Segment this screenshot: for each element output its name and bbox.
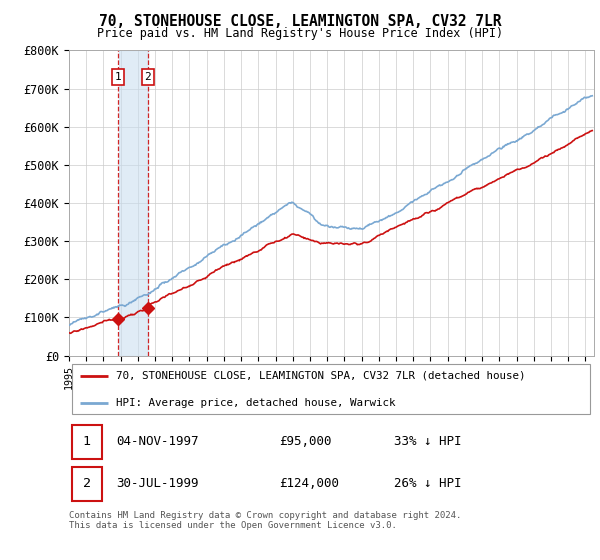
Text: 04-NOV-1997: 04-NOV-1997 (116, 435, 199, 449)
Text: £124,000: £124,000 (279, 477, 339, 491)
Text: Price paid vs. HM Land Registry's House Price Index (HPI): Price paid vs. HM Land Registry's House … (97, 27, 503, 40)
Text: 70, STONEHOUSE CLOSE, LEAMINGTON SPA, CV32 7LR (detached house): 70, STONEHOUSE CLOSE, LEAMINGTON SPA, CV… (116, 371, 526, 381)
FancyBboxPatch shape (71, 425, 102, 459)
Text: 26% ↓ HPI: 26% ↓ HPI (395, 477, 462, 491)
FancyBboxPatch shape (71, 467, 102, 501)
Text: 70, STONEHOUSE CLOSE, LEAMINGTON SPA, CV32 7LR: 70, STONEHOUSE CLOSE, LEAMINGTON SPA, CV… (99, 14, 501, 29)
Text: 2: 2 (145, 72, 151, 82)
Text: £95,000: £95,000 (279, 435, 331, 449)
Text: 33% ↓ HPI: 33% ↓ HPI (395, 435, 462, 449)
Text: 30-JUL-1999: 30-JUL-1999 (116, 477, 199, 491)
Text: Contains HM Land Registry data © Crown copyright and database right 2024.
This d: Contains HM Land Registry data © Crown c… (69, 511, 461, 530)
FancyBboxPatch shape (71, 364, 590, 414)
Text: HPI: Average price, detached house, Warwick: HPI: Average price, detached house, Warw… (116, 398, 396, 408)
Text: 1: 1 (115, 72, 121, 82)
Text: 2: 2 (83, 477, 91, 491)
Text: 1: 1 (83, 435, 91, 449)
